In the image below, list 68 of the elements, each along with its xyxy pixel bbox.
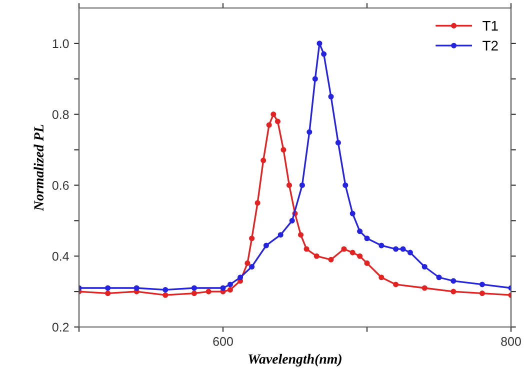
point xyxy=(479,282,485,288)
point xyxy=(342,182,348,188)
point xyxy=(227,282,233,288)
point xyxy=(286,182,292,188)
point xyxy=(479,290,485,296)
point xyxy=(357,253,363,259)
point xyxy=(393,246,399,252)
point xyxy=(316,40,322,46)
point xyxy=(341,246,347,252)
point xyxy=(364,260,370,266)
point xyxy=(422,264,428,270)
point xyxy=(249,264,255,270)
point xyxy=(378,274,384,280)
point xyxy=(278,232,284,238)
point xyxy=(364,236,370,242)
point xyxy=(298,232,304,238)
point xyxy=(306,129,312,135)
legend-label: T2 xyxy=(482,40,498,50)
point xyxy=(450,288,456,294)
point xyxy=(350,210,356,216)
point xyxy=(289,218,295,224)
y-axis-title: Normalized PL xyxy=(34,124,44,212)
point xyxy=(238,274,244,280)
point xyxy=(314,253,320,259)
point xyxy=(191,285,197,291)
point xyxy=(220,285,226,291)
point xyxy=(328,94,334,100)
y-tick-label: 1.0 xyxy=(52,39,69,48)
point xyxy=(191,290,197,296)
point xyxy=(350,250,356,256)
point xyxy=(270,112,276,118)
legend-label: T1 xyxy=(482,21,498,31)
point xyxy=(105,285,111,291)
point xyxy=(134,285,140,291)
point xyxy=(321,51,327,57)
point xyxy=(162,292,168,298)
point xyxy=(393,282,399,288)
point xyxy=(260,158,266,164)
point xyxy=(436,274,442,280)
point xyxy=(328,256,334,262)
point xyxy=(312,76,318,82)
x-tick-label: 800 xyxy=(501,337,521,346)
point xyxy=(357,228,363,234)
point xyxy=(450,278,456,284)
point xyxy=(263,242,269,248)
y-tick-label: 0.2 xyxy=(52,322,69,332)
point xyxy=(266,122,272,128)
point xyxy=(244,260,250,266)
point xyxy=(407,250,413,256)
point xyxy=(254,200,260,206)
y-tick-label: 0.4 xyxy=(52,252,69,261)
point xyxy=(304,246,310,252)
point xyxy=(299,182,305,188)
point xyxy=(227,287,233,293)
point xyxy=(105,290,111,296)
y-tick-label: 0.8 xyxy=(52,110,69,119)
x-axis-title: Wavelength(nm) xyxy=(248,354,342,367)
point xyxy=(378,242,384,248)
point xyxy=(249,236,255,242)
point xyxy=(280,147,286,153)
point xyxy=(400,246,406,252)
point xyxy=(422,285,428,291)
point xyxy=(274,118,280,124)
point xyxy=(206,288,212,294)
y-tick-label: 0.6 xyxy=(52,181,69,190)
point xyxy=(335,140,341,146)
point xyxy=(162,287,168,293)
x-tick-label: 600 xyxy=(213,337,233,346)
